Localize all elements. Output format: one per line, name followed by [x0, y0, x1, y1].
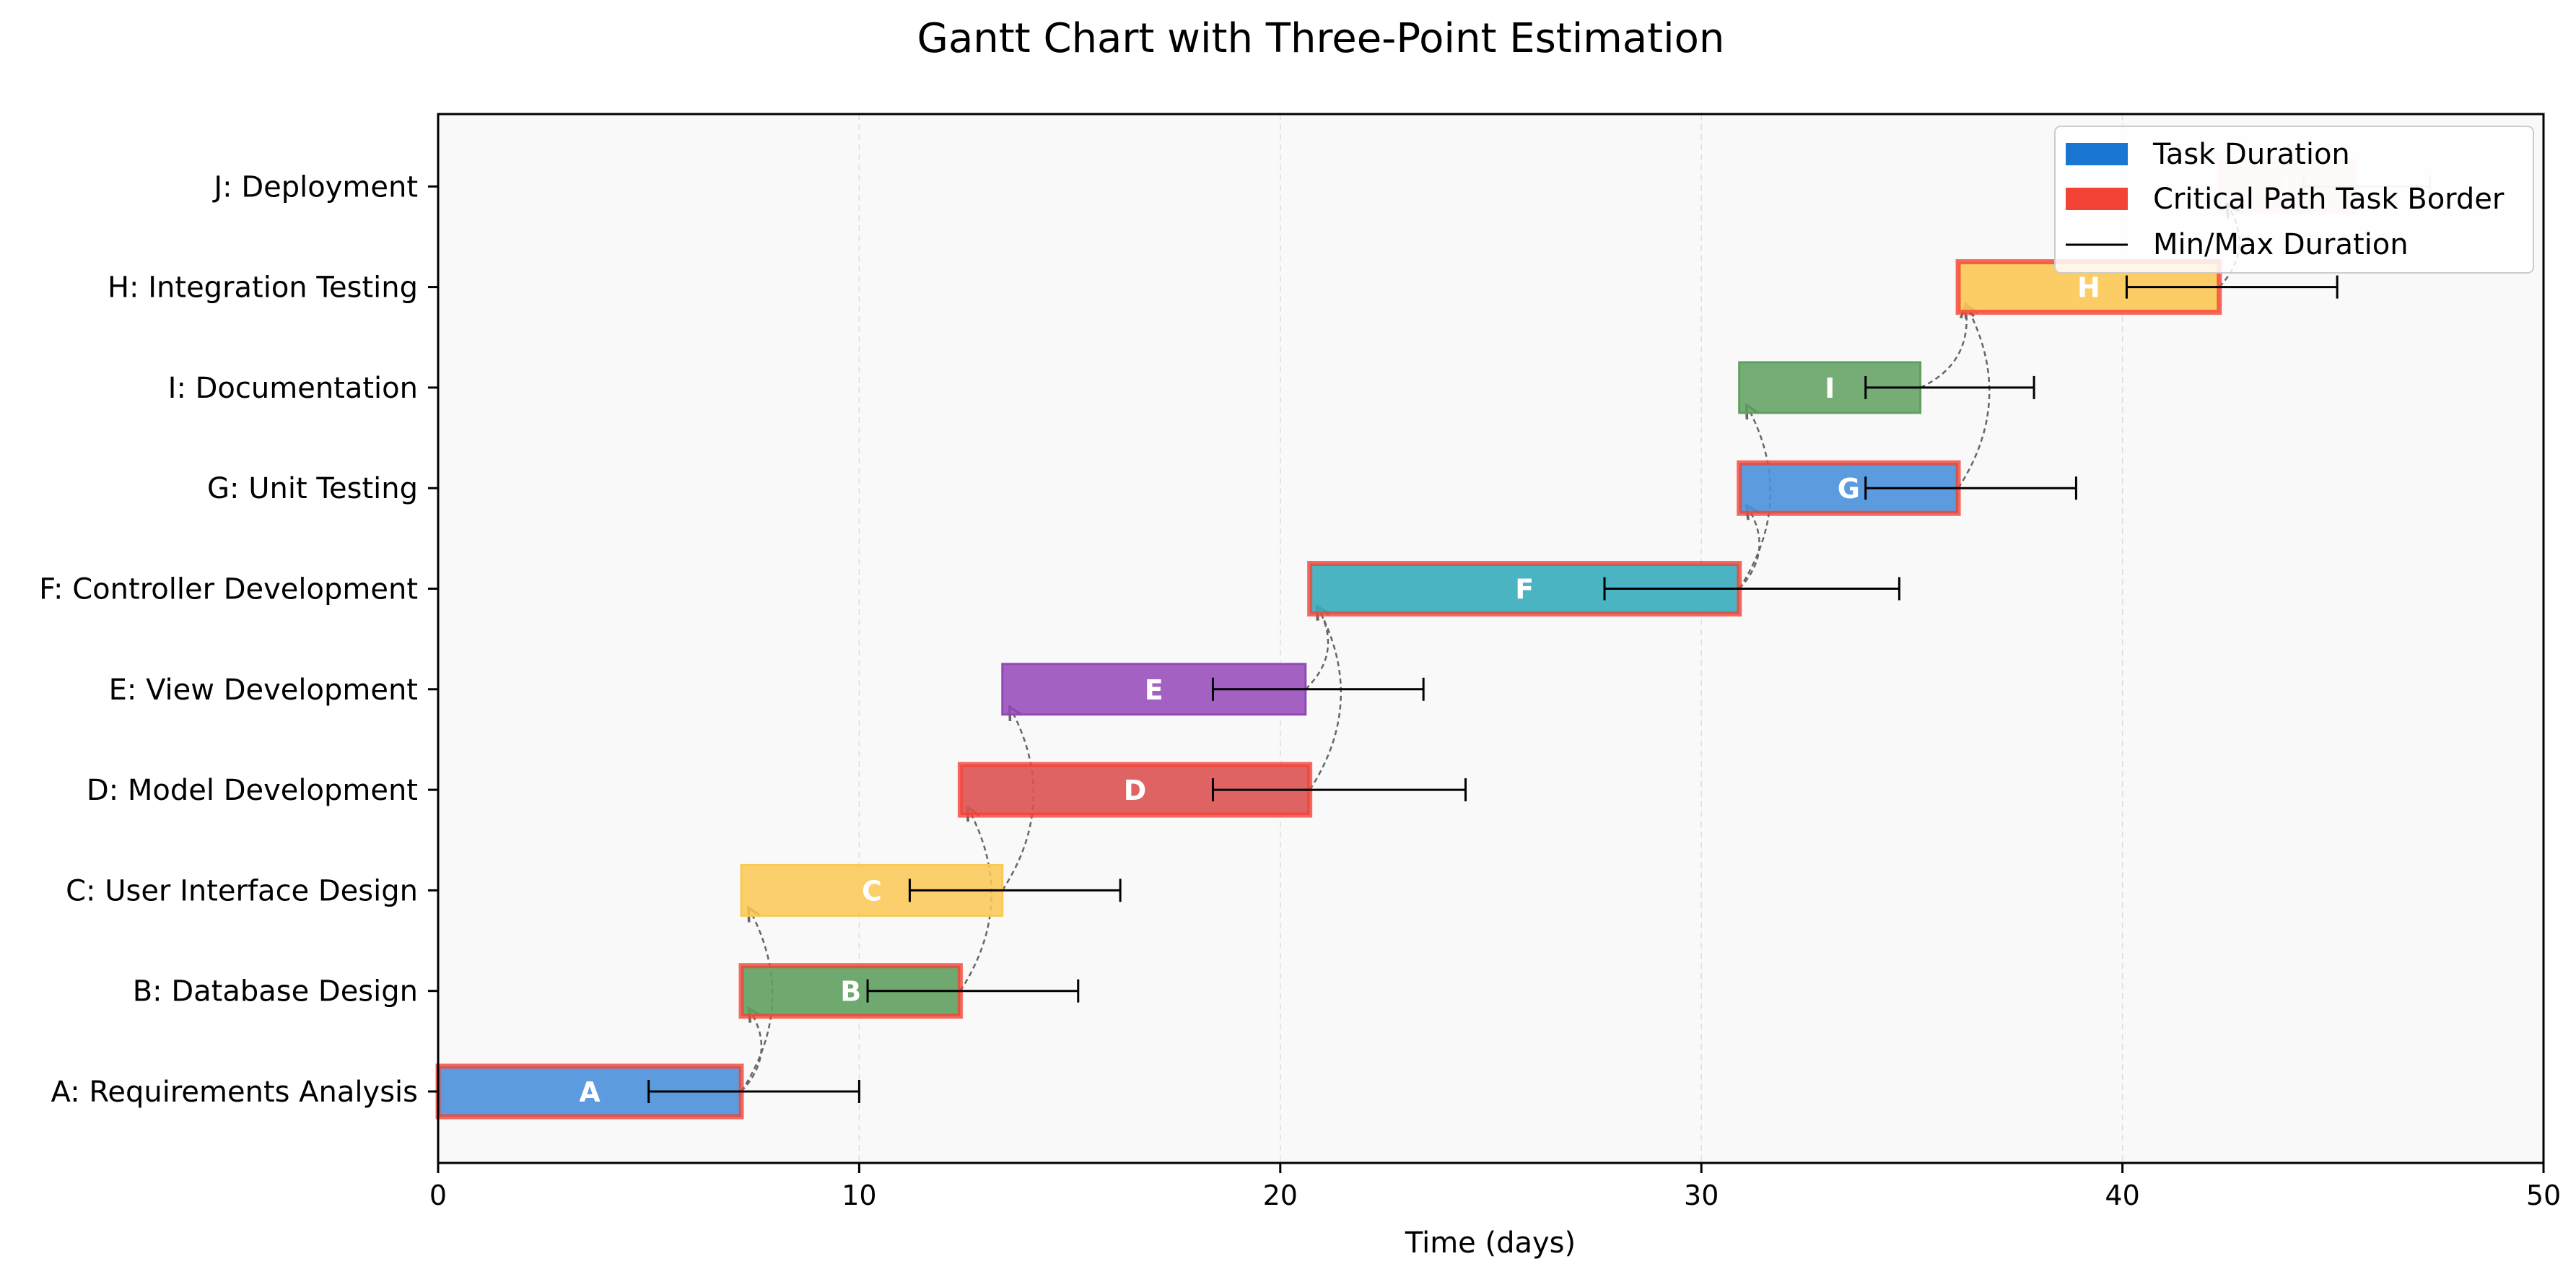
- dependency-arrow-d-f: [1309, 606, 1342, 790]
- x-axis-ticks: 0 10 20 30 40 50: [429, 1163, 2561, 1211]
- task-bar-label-h: H: [2077, 272, 2100, 304]
- y-tick-label-task-i: I: Documentation: [168, 372, 418, 405]
- x-tick-label: 0: [429, 1180, 447, 1211]
- task-bar-label-i: I: [1825, 372, 1835, 404]
- chart-title: Gantt Chart with Three-Point Estimation: [917, 15, 1725, 62]
- x-axis-label: Time (days): [1405, 1226, 1576, 1260]
- y-tick-label-task-a: A: Requirements Analysis: [51, 1076, 418, 1109]
- task-bar-label-a: A: [579, 1076, 601, 1108]
- task-bar-labels: ABCDEFGIHJ: [579, 171, 2292, 1108]
- task-bar-label-b: B: [840, 976, 861, 1008]
- y-tick-label-task-f: F: Controller Development: [39, 573, 418, 606]
- task-bar-f: [1307, 561, 1742, 616]
- task-bar-label-g: G: [1838, 473, 1860, 505]
- y-tick-label-task-e: E: View Development: [109, 674, 418, 707]
- x-tick-label: 50: [2526, 1180, 2561, 1211]
- y-tick-label-task-g: G: Unit Testing: [207, 472, 418, 505]
- y-tick-label-task-h: H: Integration Testing: [108, 271, 418, 305]
- x-tick-label: 10: [842, 1180, 876, 1211]
- legend-label-min-max: Min/Max Duration: [2153, 228, 2409, 261]
- plot-frame: [437, 113, 2545, 1164]
- legend-label-task-duration: Task Duration: [2152, 138, 2350, 171]
- y-tick-label-task-c: C: User Interface Design: [66, 874, 418, 907]
- legend-swatch-task-duration: [2066, 143, 2128, 165]
- task-bar-label-c: C: [862, 875, 882, 907]
- x-tick-label: 20: [1263, 1180, 1298, 1211]
- y-tick-label-task-d: D: Model Development: [87, 774, 418, 807]
- task-bar-d: [957, 762, 1313, 818]
- y-tick-label-task-j: J: Deployment: [211, 170, 418, 204]
- legend-label-critical-path: Critical Path Task Border: [2153, 183, 2505, 216]
- task-bar-label-d: D: [1124, 775, 1147, 806]
- x-tick-label: 30: [1684, 1180, 1719, 1211]
- y-axis-ticks: A: Requirements Analysis B: Database Desi…: [39, 170, 438, 1109]
- y-tick-label-task-b: B: Database Design: [133, 975, 418, 1008]
- task-bar-label-e: E: [1145, 674, 1163, 706]
- dependency-arrow-i-h: [1920, 305, 1967, 389]
- task-bar-label-f: F: [1515, 574, 1534, 606]
- x-tick-label: 40: [2105, 1180, 2139, 1211]
- legend-swatch-critical-path: [2066, 188, 2128, 210]
- dependency-arrow-g-h: [1957, 305, 1991, 489]
- legend: Task Duration Critical Path Task Border …: [2054, 126, 2534, 274]
- legend-box: [2054, 126, 2534, 274]
